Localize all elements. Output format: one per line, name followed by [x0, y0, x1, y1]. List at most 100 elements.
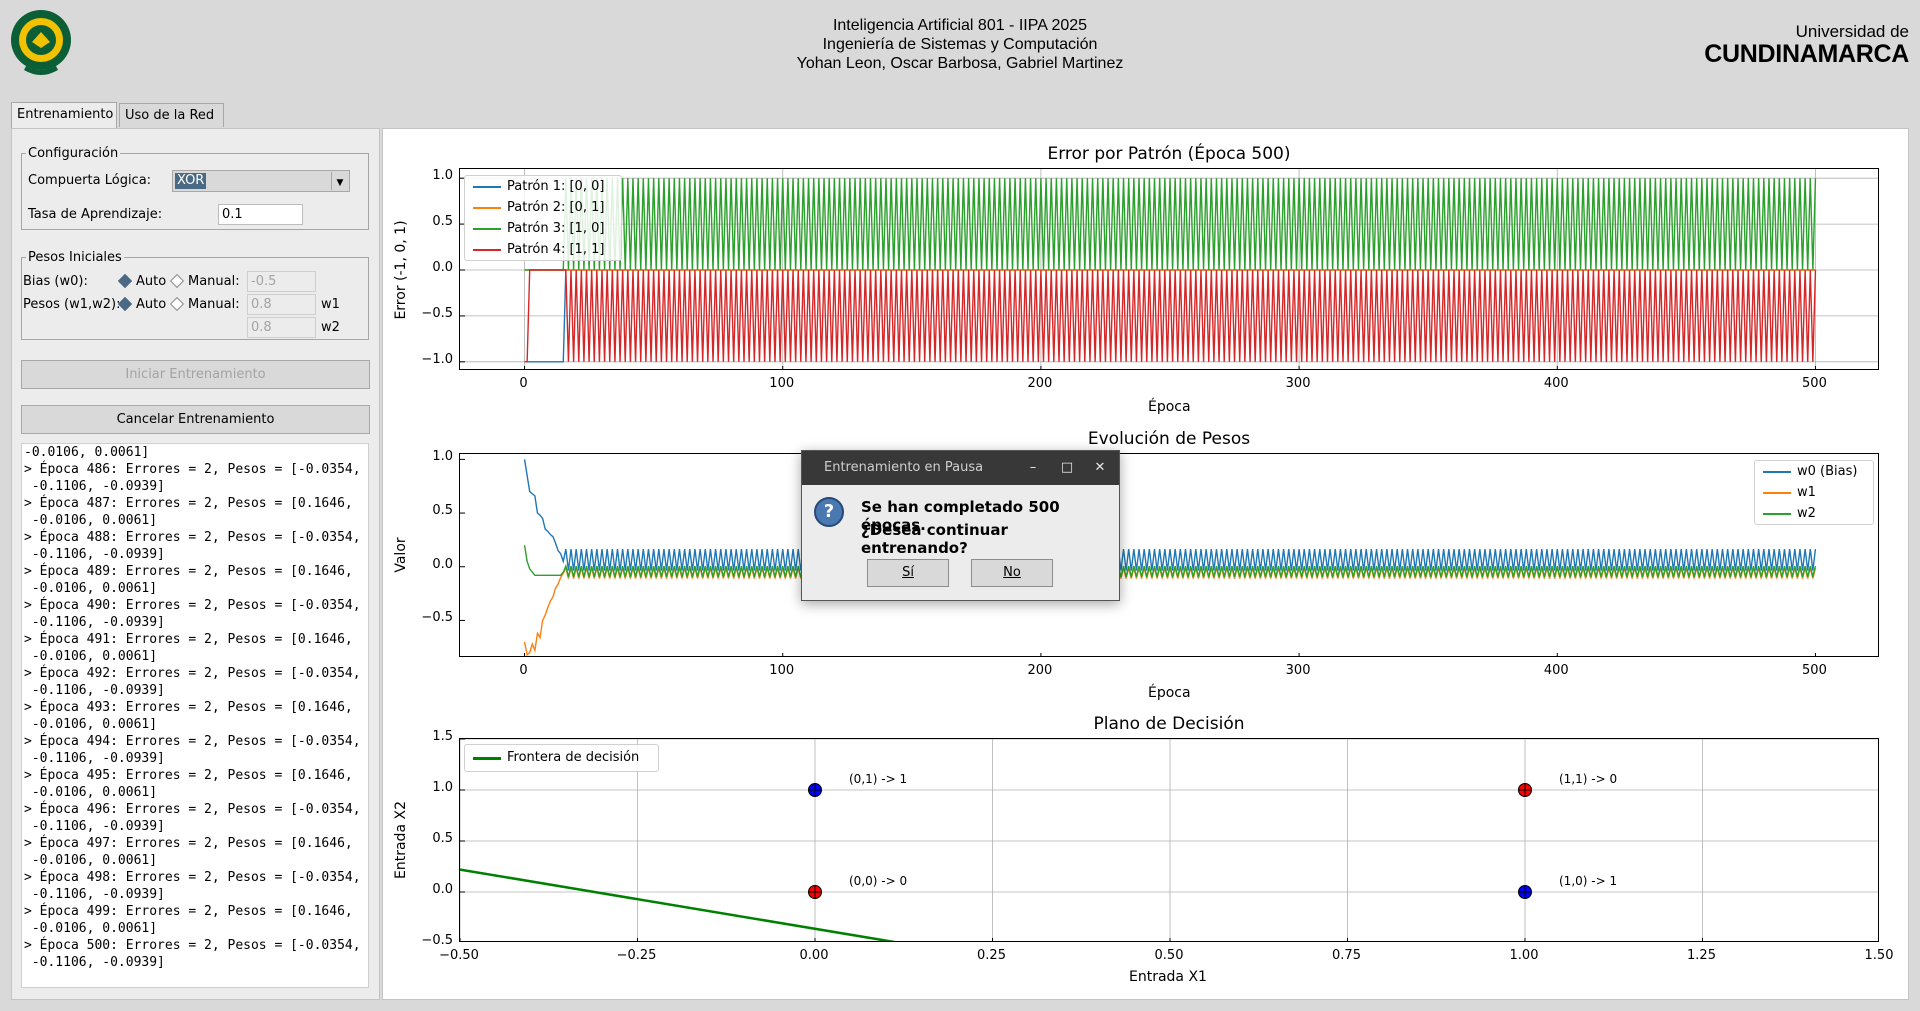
chart3-xtick-label: 0.25 — [977, 948, 1006, 963]
chart1-xtick-label: 400 — [1543, 376, 1569, 391]
legend-item-patron4: Patrón 4: [1, 1] — [465, 239, 621, 260]
tab-uso-de-la-red[interactable]: Uso de la Red — [119, 103, 224, 127]
chart2-ytick-label: −0.5 — [421, 610, 453, 626]
initial-weights-group: Pesos Iniciales — [21, 250, 369, 340]
weights-legend: Pesos Iniciales — [28, 250, 122, 265]
legend-swatch — [473, 757, 501, 760]
series-line-patron-4 — [524, 269, 1817, 363]
chart2-xtick-label: 300 — [1285, 663, 1311, 678]
chart3-legend: Frontera de decisión — [464, 744, 659, 772]
chart1-xtick-label: 500 — [1802, 376, 1827, 391]
header-program: Ingeniería de Sistemas y Computación — [822, 36, 1098, 53]
point-label: (0,0) -> 0 — [849, 874, 908, 888]
series-line-w2 — [523, 545, 1817, 577]
legend-label: w0 (Bias) — [1797, 464, 1858, 479]
question-icon: ? — [814, 497, 844, 527]
chart3-ytick-label: −0.5 — [421, 933, 453, 948]
legend-swatch — [1763, 492, 1791, 494]
point-label: (1,0) -> 1 — [1559, 874, 1618, 888]
maximize-icon[interactable]: □ — [1060, 460, 1074, 475]
chart3-xlabel: Entrada X1 — [1129, 969, 1207, 985]
legend-swatch — [1763, 471, 1791, 473]
chart3-xtick-label: 1.50 — [1864, 948, 1894, 963]
decision-boundary-line — [460, 868, 896, 941]
yes-button[interactable]: Sí — [867, 559, 949, 587]
chart1-ytick-label: −0.5 — [421, 305, 453, 321]
legend-label: Frontera de decisión — [507, 750, 640, 765]
chevron-down-icon[interactable]: ▼ — [331, 172, 348, 190]
bias-auto-label: Auto — [136, 274, 167, 289]
chart1-ytick-label: 0.5 — [432, 214, 453, 230]
chart1-xtick-label: 100 — [769, 376, 795, 391]
w2-manual-input[interactable]: 0.8 — [247, 317, 316, 338]
lr-input[interactable]: 0.1 — [218, 204, 303, 225]
header-course: Inteligencia Artificial 801 - IIPA 2025 — [832, 17, 1088, 34]
chart3-title: Plano de Decisión — [1093, 714, 1245, 734]
legend-swatch — [473, 249, 501, 251]
legend-label: Patrón 3: [1, 0] — [507, 221, 605, 236]
legend-item-patron1: Patrón 1: [0, 0] — [465, 176, 621, 197]
legend-swatch — [473, 186, 501, 188]
chart2-ytick-label: 0.5 — [432, 503, 453, 519]
legend-item-patron3: Patrón 3: [1, 0] — [465, 218, 621, 239]
chart1-ytick-label: 0.0 — [432, 260, 453, 275]
pesos-auto-label: Auto — [136, 297, 167, 312]
chart2-xtick-label: 200 — [1027, 663, 1053, 678]
log-text: -0.0106, 0.0061] > Época 486: Errores = … — [24, 445, 361, 970]
chart3-xtick-label: 0.00 — [799, 948, 829, 963]
series-line-patron-3 — [524, 178, 1817, 271]
chart3-xtick-label: 0.50 — [1154, 948, 1184, 963]
lr-label: Tasa de Aprendizaje: — [28, 207, 163, 222]
legend-label: w2 — [1797, 506, 1816, 521]
chart3-ytick-label: 0.0 — [432, 882, 453, 897]
config-group: Configuración — [21, 146, 369, 230]
pesos-manual-label: Manual: — [188, 297, 240, 312]
tab-entrenamiento[interactable]: Entrenamiento — [11, 102, 117, 128]
dialog-titlebar[interactable]: Entrenamiento en Pausa – □ ✕ — [802, 451, 1119, 485]
chart2-ytick-label: 1.0 — [432, 449, 453, 465]
chart1-ytick-label: 1.0 — [432, 168, 453, 184]
legend-item-w2: w2 — [1755, 503, 1873, 524]
close-icon[interactable]: ✕ — [1094, 460, 1106, 475]
config-legend: Configuración — [28, 146, 119, 161]
chart1-axes — [459, 168, 1879, 370]
chart3-ytick-label: 1.5 — [432, 729, 453, 744]
chart2-ytick-label: 0.0 — [432, 556, 453, 572]
legend-label: Patrón 2: [0, 1] — [507, 200, 605, 215]
chart2-title: Evolución de Pesos — [1087, 429, 1251, 449]
chart3-xtick-label: 1.25 — [1687, 948, 1716, 963]
brand-line1: Universidad de — [1795, 22, 1909, 41]
gate-combobox[interactable]: XOR ▼ — [172, 170, 350, 192]
chart2-legend: w0 (Bias) w1 w2 — [1754, 460, 1874, 525]
series-line-w0 — [523, 459, 1817, 571]
bias-manual-input[interactable]: -0.5 — [247, 271, 316, 292]
university-logo — [10, 8, 72, 84]
minimize-icon[interactable]: – — [1029, 460, 1037, 475]
chart2-xtick-label: 500 — [1802, 663, 1827, 678]
legend-item-patron2: Patrón 2: [0, 1] — [465, 197, 621, 218]
brand-line2: CUNDINAMARCA — [1704, 40, 1909, 68]
w1-manual-input[interactable]: 0.8 — [247, 294, 316, 315]
cancel-training-button[interactable]: Cancelar Entrenamiento — [21, 405, 370, 434]
chart1-ylabel: Error (-1, 0, 1) — [393, 220, 409, 320]
yes-button-label: Sí — [902, 565, 914, 580]
chart3-ytick-label: 0.5 — [432, 831, 453, 846]
chart3-xtick-label: 1.00 — [1509, 948, 1539, 963]
legend-label: w1 — [1797, 485, 1816, 500]
pesos-label: Pesos (w1,w2): — [23, 297, 121, 312]
no-button[interactable]: No — [971, 559, 1053, 587]
chart2-xlabel: Época — [1148, 685, 1191, 701]
start-training-button[interactable]: Iniciar Entrenamiento — [21, 360, 370, 389]
training-log[interactable]: -0.0106, 0.0061] > Época 486: Errores = … — [21, 443, 369, 988]
legend-label: Patrón 1: [0, 0] — [507, 179, 605, 194]
legend-item-w1: w1 — [1755, 482, 1873, 503]
bias-label: Bias (w0): — [23, 274, 88, 289]
brand-wordmark: Universidad de CUNDINAMARCA — [1704, 22, 1909, 67]
header-authors: Yohan Leon, Oscar Barbosa, Gabriel Marti… — [796, 55, 1124, 72]
chart1-legend: Patrón 1: [0, 0] Patrón 2: [0, 1] Patrón… — [464, 175, 622, 261]
point-label: (1,1) -> 0 — [1559, 772, 1618, 786]
chart3-ytick-label: 1.0 — [432, 780, 453, 795]
legend-swatch — [473, 207, 501, 209]
pause-dialog: Entrenamiento en Pausa – □ ✕ ? Se han co… — [801, 450, 1120, 601]
no-button-label: No — [1003, 565, 1021, 580]
